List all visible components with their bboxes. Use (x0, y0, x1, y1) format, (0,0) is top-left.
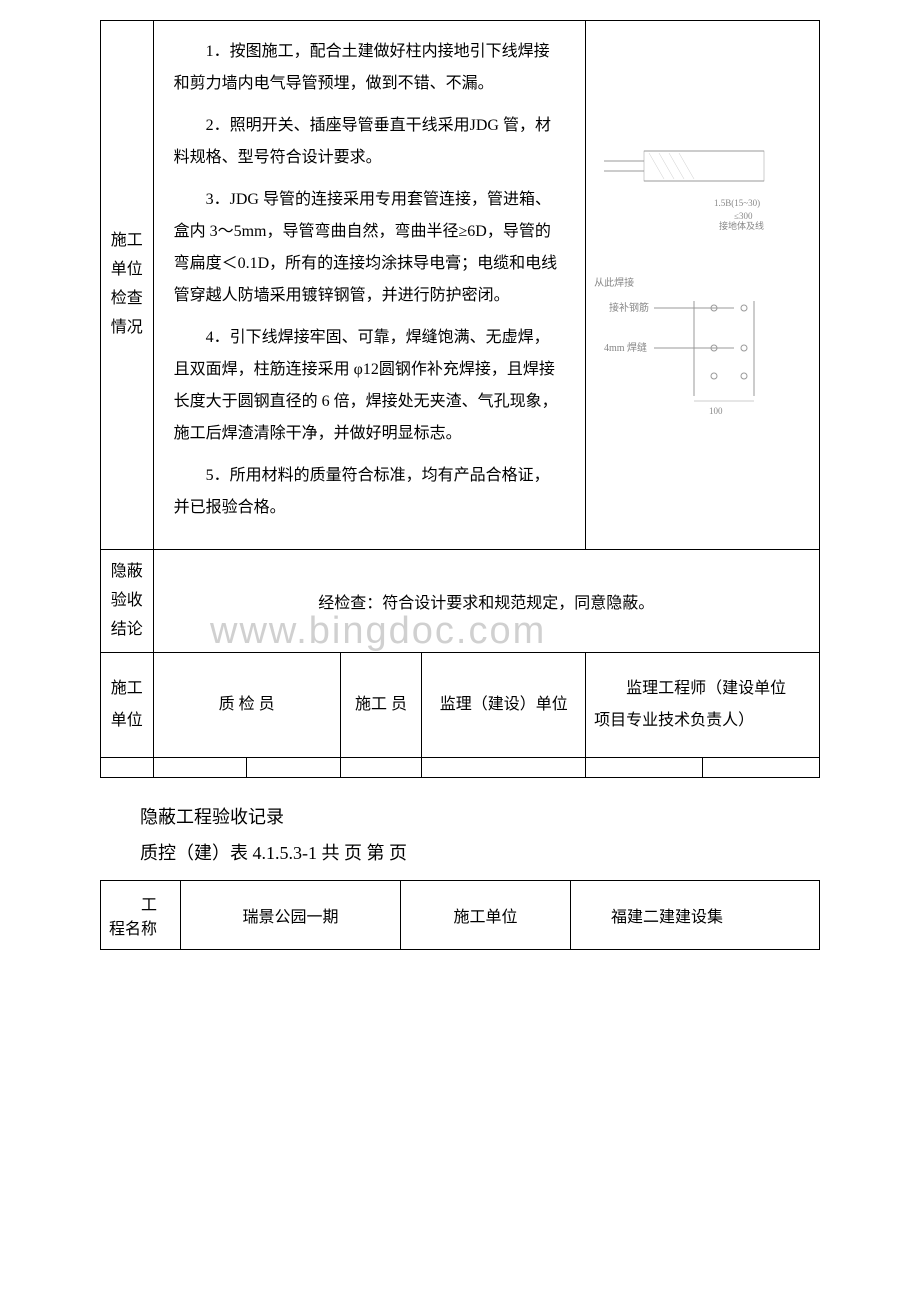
svg-text:≤300: ≤300 (734, 211, 753, 221)
svg-text:1.5B(15~30): 1.5B(15~30) (714, 198, 760, 208)
paragraph-3: 3．JDG 导管的连接采用专用套管连接，管进箱、盒内 3～5mm，导管弯曲自然，… (174, 184, 566, 312)
paragraph-2: 2．照明开关、插座导管垂直干线采用JDG 管，材料规格、型号符合设计要求。 (174, 110, 566, 174)
sig-col5-line2: 项目专业技术负责人） (594, 712, 754, 729)
paragraph-5: 5．所用材料的质量符合标准，均有产品合格证，并已报验合格。 (174, 460, 566, 524)
signature-row: 施工单位 质 检 员 施工 员 监理（建设）单位 监理工程师（建设单位 项目专业… (101, 653, 820, 758)
sig-col3: 施工 员 (340, 653, 422, 758)
conclusion-label-cell: 隐蔽验收结论 (101, 550, 154, 653)
diagram-top-icon: 1.5B(15~30) ≤300 接地体及线 (594, 141, 774, 231)
sig-col5-line1: 监理工程师（建设单位 (626, 680, 786, 697)
section-title: 隐蔽工程验收记录 (140, 803, 820, 829)
inspection-row: 施工单位检查情况 1．按图施工，配合土建做好柱内接地引下线焊接和剪力墙内电气导管… (101, 21, 820, 550)
empty-cell (153, 758, 247, 778)
diagram-label-1: 从此焊接 (594, 271, 811, 296)
sig-col2: 质 检 员 (153, 653, 340, 758)
conclusion-text: 经检查：符合设计要求和规范规定，同意隐蔽。 (318, 595, 654, 612)
construction-unit-value: 福建二建建设集 (571, 881, 820, 950)
diagram-cell: 1.5B(15~30) ≤300 接地体及线 从此焊接 接补钢筋 4mm 焊缝 (586, 21, 820, 550)
project-name-value: 瑞景公园一期 (181, 881, 401, 950)
construction-unit-label: 施工单位 (401, 881, 571, 950)
technical-diagram: 1.5B(15~30) ≤300 接地体及线 从此焊接 接补钢筋 4mm 焊缝 (594, 141, 811, 426)
empty-cell (340, 758, 422, 778)
inspection-label: 施工单位检查情况 (109, 227, 145, 342)
empty-cell (586, 758, 703, 778)
sig-col5: 监理工程师（建设单位 项目专业技术负责人） (586, 653, 820, 758)
inspection-content-cell: 1．按图施工，配合土建做好柱内接地引下线焊接和剪力墙内电气导管预埋，做到不错、不… (153, 21, 586, 550)
empty-cell (703, 758, 820, 778)
svg-text:4mm 焊缝: 4mm 焊缝 (604, 341, 647, 354)
diagram-bottom-icon: 接补钢筋 4mm 焊缝 100 (594, 296, 774, 416)
section-subtitle: 质控（建）表 4.1.5.3-1 共 页 第 页 (140, 839, 820, 865)
conclusion-text-cell: 经检查：符合设计要求和规范规定，同意隐蔽。 (153, 550, 819, 653)
signature-empty-row (101, 758, 820, 778)
sig-col4: 监理（建设）单位 (422, 653, 586, 758)
inspection-label-cell: 施工单位检查情况 (101, 21, 154, 550)
svg-text:接补钢筋: 接补钢筋 (609, 301, 649, 314)
svg-text:接地体及线: 接地体及线 (719, 220, 764, 231)
paragraph-4: 4．引下线焊接牢固、可靠，焊缝饱满、无虚焊，且双面焊，柱筋连接采用 φ12圆钢作… (174, 322, 566, 450)
conclusion-row: 隐蔽验收结论 经检查：符合设计要求和规范规定，同意隐蔽。 (101, 550, 820, 653)
inspection-table: 施工单位检查情况 1．按图施工，配合土建做好柱内接地引下线焊接和剪力墙内电气导管… (100, 20, 820, 778)
project-name-label: 工程名称 (101, 881, 181, 950)
sig-col1: 施工单位 (101, 653, 154, 758)
empty-cell (247, 758, 341, 778)
empty-cell (422, 758, 586, 778)
svg-text:100: 100 (709, 406, 723, 416)
project-info-table: 工程名称 瑞景公园一期 施工单位 福建二建建设集 (100, 880, 820, 950)
paragraph-1: 1．按图施工，配合土建做好柱内接地引下线焊接和剪力墙内电气导管预埋，做到不错、不… (174, 36, 566, 100)
conclusion-label: 隐蔽验收结论 (109, 558, 145, 644)
table-row: 工程名称 瑞景公园一期 施工单位 福建二建建设集 (101, 881, 820, 950)
empty-cell (101, 758, 154, 778)
